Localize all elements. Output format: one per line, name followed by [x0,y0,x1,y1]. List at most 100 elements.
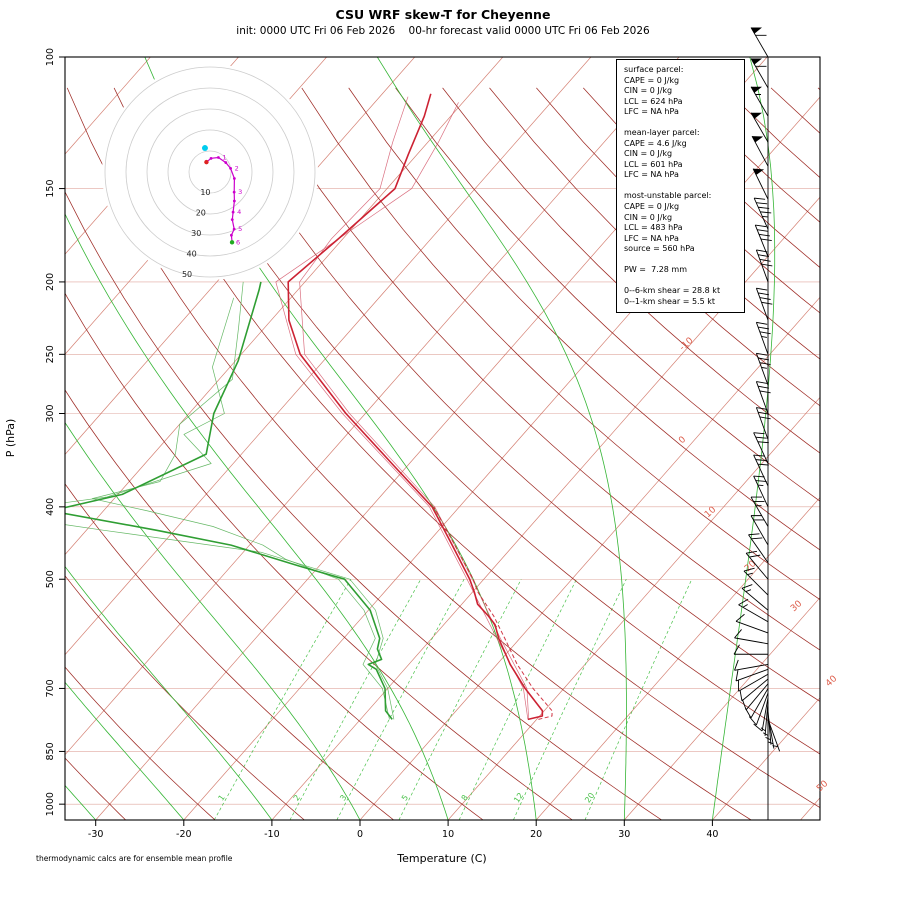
wind-barb-feather [741,699,747,710]
chart-subtitle: init: 0000 UTC Fri 06 Feb 2026 00-hr for… [236,25,650,37]
pressure-tick-label: 250 [45,345,56,363]
dry-adiabat-line [65,292,573,820]
pressure-tick-label: 200 [45,273,56,291]
isotherm-line [271,196,820,820]
footer-note: thermodynamic calcs are for ensemble mea… [36,854,233,863]
wind-barb-staff [755,407,769,440]
wind-barb-feather [759,416,771,420]
temp-tick-label: 10 [442,829,454,840]
hodograph-trace-point [229,167,232,170]
wind-barb-staff [755,692,769,726]
wind-barb-half-feather [745,589,752,592]
mixing-ratio-label: 2 [292,793,302,802]
dewpoint_mean-curve [65,281,393,720]
mixing-ratio-line [513,579,627,820]
wind-barb-staff [755,288,769,321]
storm-motion-dot [201,145,208,152]
dry-adiabat-line [160,87,820,755]
wind-barb-feather [755,480,767,482]
pressure-tick-label: 850 [45,742,56,760]
info-line: LFC = NA hPa [624,233,679,243]
wind-barb-feather [755,459,767,462]
dry-adiabat-line [65,191,662,820]
info-line: 0--1-km shear = 5.5 kt [624,296,715,306]
hodograph-ring [146,108,274,236]
wind-barb-feather [753,454,765,457]
hodograph: 10 20 30 40 50 1 2 3 4 5 6 [102,64,318,280]
info-line: PW = 7.28 mm [624,265,688,275]
isotherm-value-label: 0 [677,435,688,446]
chart-title: CSU WRF skew-T for Cheyenne [335,7,551,22]
wind-barb-feather [734,659,739,671]
info-line: mean-layer parcel: [624,128,700,138]
info-line: surface parcel: [624,65,684,74]
x-axis-label: Temperature (C) [396,852,486,865]
wind-barb-staff [745,552,769,580]
isotherm-value-label: 40 [824,674,839,689]
wind-barb-staff [738,673,769,692]
wind-barb-staff [751,135,769,167]
y-axis-label: P (hPa) [4,419,17,458]
parcel-info-box: surface parcel: CAPE = 0 J/kg CIN = 0 J/kg… [616,59,745,314]
wind-barb-feather [756,249,768,253]
wind-barb-staff [753,475,769,508]
hodograph-trace-point [224,161,228,164]
hodograph-ring-label: 10 [200,188,210,197]
wind-barb-feather [758,411,769,415]
mixing-ratio-label: 8 [460,793,470,802]
info-line: LCL = 601 hPa [624,159,683,169]
wind-barb-feather [739,689,743,701]
wind-barb-feather [748,716,757,726]
wind-barb-staff [753,432,769,464]
isotherm-line [65,57,680,756]
pressure-tick-label: 150 [45,179,56,197]
hodograph-km-label: 6 [236,238,240,246]
wind-barb-half-feather [761,366,767,369]
dry-adiabat-line [442,87,820,454]
hodograph-km-label: 1 [222,154,226,162]
wind-barb-feather [755,436,767,439]
surface-wind-dot [204,159,209,165]
hodograph-disc [102,64,318,280]
moist-adiabat-line [65,681,185,820]
plot-frame [64,56,821,821]
wind-barb-staff [753,197,769,230]
wind-barb-feather [746,550,758,554]
isotherm-line [65,57,504,556]
hodograph-ring [104,66,316,278]
wind-barb-half-feather [760,727,766,732]
wind-barb-staff [755,381,769,414]
wind-barb-feather [761,263,773,267]
hodograph-trace-point [230,218,234,222]
wind-barb-pennant [751,27,762,34]
wind-barb-feather [760,238,772,241]
pressure-tick-label: 400 [45,498,56,516]
dry-adiabat-line [723,87,820,179]
wind-barb-feather [758,254,769,258]
dry-adiabat-line [395,87,820,502]
wind-barb-feather [758,326,769,330]
top-wind-dot [229,240,235,245]
wind-barb-feather [759,297,771,300]
dewpoint_member_1-curve [65,297,395,720]
info-line: most-unstable parcel: [624,191,712,201]
hodograph-km-label: 4 [237,208,241,216]
wind-barb-feather [748,533,760,536]
wind-barb-staff [754,224,769,257]
info-line: CIN = 0 J/kg [624,86,673,96]
isotherm-line [447,396,820,820]
wind-barb-feather [735,613,745,622]
wind-barb-staff [750,58,769,89]
wind-barb-feather [759,390,771,394]
wind-barb-feather [735,670,739,682]
wind-barb-staff [750,496,769,527]
info-line: LCL = 483 hPa [624,223,683,233]
wind-barb-feather [738,598,749,606]
wind-barb-feather [753,475,765,478]
hodograph-trace-point [230,233,233,237]
info-line [624,276,742,287]
temp-tick-label: -20 [176,829,192,840]
wind-barb-feather [759,362,771,366]
dry-adiabat-line [65,666,216,820]
